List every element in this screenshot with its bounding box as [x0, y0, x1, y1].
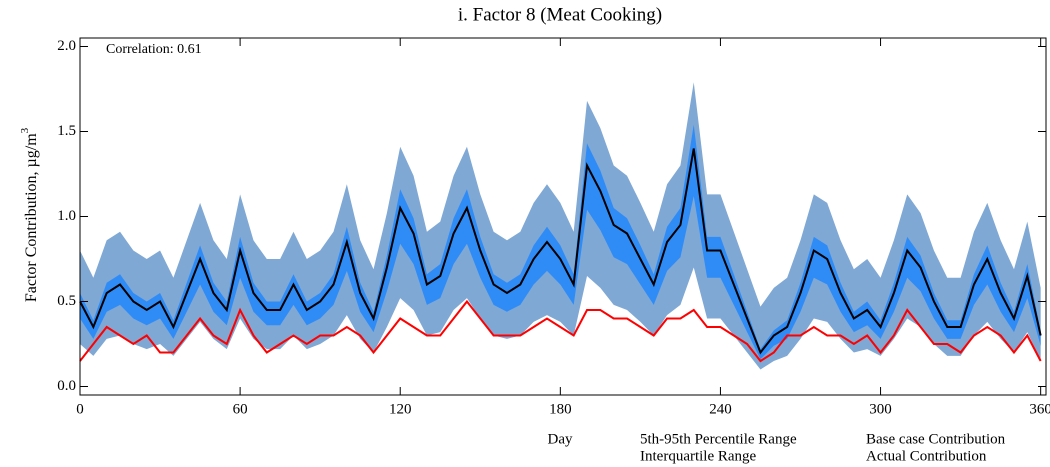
x-axis-label: Day: [548, 431, 573, 447]
y-axis-label: Factor Contribution, µg/m3: [19, 127, 40, 302]
legend-entry: Actual Contribution: [866, 448, 987, 464]
x-tick-label: 120: [389, 401, 412, 417]
y-tick-label: 2.0: [57, 38, 76, 54]
annotation: Correlation: 0.61: [106, 42, 202, 57]
x-tick-label: 0: [76, 401, 84, 417]
y-tick-label: 0.5: [57, 293, 76, 309]
legend-entry: 5th-95th Percentile Range: [640, 431, 797, 447]
y-label-superscript: 3: [19, 127, 31, 133]
x-tick-label: 300: [869, 401, 892, 417]
x-tick-label: 360: [1029, 401, 1050, 417]
legend-entry: Base case Contribution: [866, 431, 1006, 447]
series-line: [79, 148, 1042, 355]
y-tick-label: 1.5: [57, 123, 76, 139]
y-tick-label: 1.0: [57, 208, 76, 224]
x-tick-label: 240: [709, 401, 732, 417]
y-tick-label: 0.0: [57, 378, 76, 394]
legend-entry: Interquartile Range: [640, 448, 757, 464]
x-tick-label: 180: [549, 401, 572, 417]
series-line: [79, 299, 1042, 363]
x-tick-label: 60: [233, 401, 248, 417]
y-label-text: Factor Contribution, µg/m: [23, 133, 40, 302]
chart-title: i. Factor 8 (Meat Cooking): [458, 4, 662, 25]
